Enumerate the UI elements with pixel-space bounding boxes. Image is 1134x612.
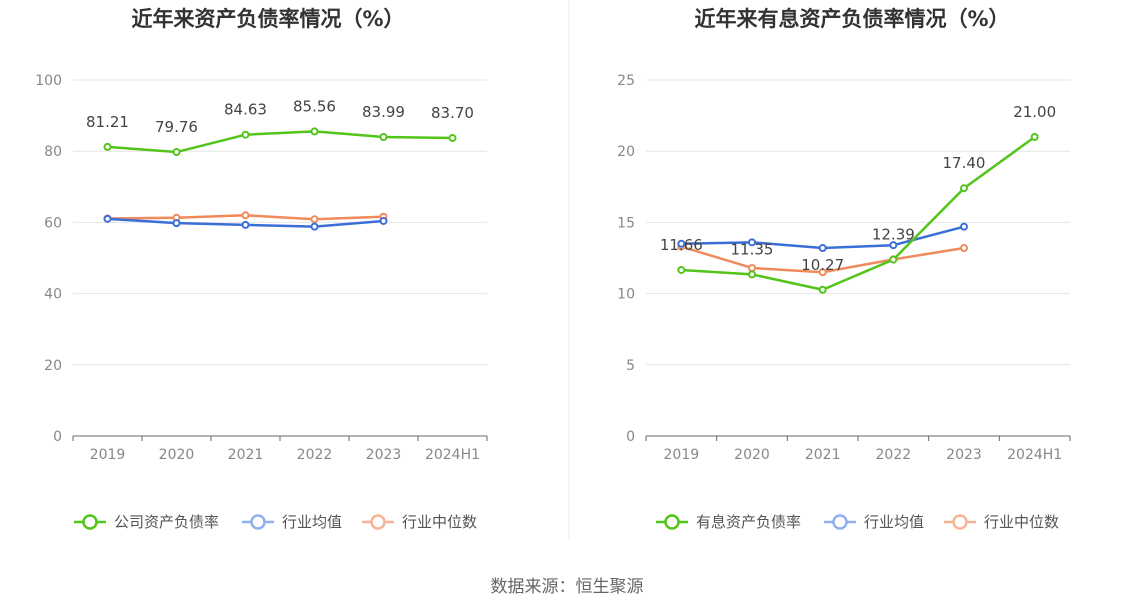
data-label: 17.40	[943, 154, 986, 172]
data-point	[677, 265, 686, 274]
data-label: 21.00	[1013, 103, 1056, 121]
legend-item-0[interactable]: 公司资产负债率	[74, 513, 219, 531]
data-point	[748, 270, 756, 279]
data-point	[889, 255, 898, 264]
legend-label: 行业中位数	[984, 513, 1059, 531]
data-point	[960, 184, 968, 193]
x-tick-label: 2019	[664, 447, 700, 463]
data-point	[818, 244, 827, 253]
y-tick-label: 80	[44, 144, 62, 160]
x-tick-label: 2021	[228, 447, 264, 463]
data-point	[379, 132, 388, 141]
data-point	[310, 215, 319, 224]
x-tick-label: 2024H1	[425, 447, 480, 463]
data-point	[960, 222, 968, 231]
y-tick-label: 0	[626, 429, 635, 445]
data-label: 10.27	[801, 256, 844, 274]
x-tick-label: 2024H1	[1007, 447, 1062, 463]
legend-label: 有息资产负债率	[696, 513, 801, 531]
legend-label: 行业均值	[864, 513, 924, 531]
right-chart-panel: 近年来有息资产负债率情况（%） 0 5 10 15 20 25 2019 2020 2021 202…	[617, 7, 1071, 531]
legend-marker	[952, 514, 968, 530]
data-point	[889, 241, 898, 250]
data-point	[748, 238, 756, 247]
series-line-0	[681, 135, 1036, 292]
data-label: 79.76	[155, 118, 198, 136]
data-point	[960, 244, 968, 253]
data-point	[818, 285, 827, 294]
data-label: 11.35	[731, 240, 774, 258]
data-point	[448, 134, 457, 143]
data-label: 83.99	[362, 103, 405, 121]
data-label: 84.63	[224, 101, 267, 119]
x-tick-label: 2021	[805, 447, 841, 463]
legend-item-1[interactable]: 行业均值	[824, 513, 924, 531]
data-label: 81.21	[86, 113, 129, 131]
x-tick-label: 2020	[159, 447, 195, 463]
data-point	[172, 148, 181, 157]
y-tick-label: 20	[44, 358, 62, 374]
data-point	[310, 222, 319, 231]
series-line-0	[107, 130, 453, 154]
x-tick-label: 2023	[946, 447, 982, 463]
legend-label: 行业中位数	[402, 513, 477, 531]
y-tick-label: 100	[35, 73, 62, 89]
legend-label: 公司资产负债率	[114, 513, 219, 531]
data-point	[103, 214, 112, 223]
data-point	[1030, 132, 1039, 141]
x-tick-label: 2020	[734, 447, 770, 463]
x-tick-label: 2022	[876, 447, 912, 463]
y-tick-label: 25	[617, 73, 635, 89]
data-point	[241, 220, 250, 229]
y-tick-label: 5	[626, 358, 635, 374]
legend-item-1[interactable]: 行业均值	[242, 513, 342, 531]
data-label: 12.39	[872, 226, 915, 244]
data-point	[677, 239, 686, 248]
legend-item-2[interactable]: 行业中位数	[362, 513, 477, 531]
left-chart-panel: 近年来资产负债率情况（%） 0 20 40 60 80 100 2019 2020 2021 202…	[35, 7, 488, 531]
x-tick-label: 2019	[90, 447, 126, 463]
legend-marker	[250, 514, 266, 530]
data-point	[103, 142, 112, 151]
legend-marker	[832, 514, 848, 530]
data-label: 83.70	[431, 104, 474, 122]
legend-item-2[interactable]: 行业中位数	[944, 513, 1059, 531]
legend-marker	[664, 514, 680, 530]
y-tick-label: 10	[617, 287, 635, 303]
data-point	[748, 263, 756, 272]
x-tick-label: 2023	[366, 447, 402, 463]
chart-title: 近年来有息资产负债率情况（%）	[694, 7, 1009, 31]
chart-title: 近年来资产负债率情况（%）	[131, 7, 404, 31]
y-tick-label: 0	[53, 429, 62, 445]
data-point	[241, 130, 250, 139]
legend-marker	[370, 514, 386, 530]
data-point	[379, 216, 388, 225]
legend-marker	[82, 514, 98, 530]
data-point	[818, 268, 827, 277]
data-source-text: 数据来源：恒生聚源	[491, 577, 644, 597]
y-tick-label: 20	[617, 144, 635, 160]
data-label: 11.66	[660, 236, 703, 254]
y-tick-label: 60	[44, 215, 62, 231]
data-point	[241, 211, 250, 220]
legend-item-0[interactable]: 有息资产负债率	[656, 513, 801, 531]
legend-label: 行业均值	[282, 513, 342, 531]
data-point	[310, 127, 319, 136]
data-label: 85.56	[293, 97, 336, 115]
y-tick-label: 40	[44, 287, 62, 303]
data-point	[172, 219, 181, 228]
y-tick-label: 15	[617, 215, 635, 231]
x-tick-label: 2022	[297, 447, 333, 463]
